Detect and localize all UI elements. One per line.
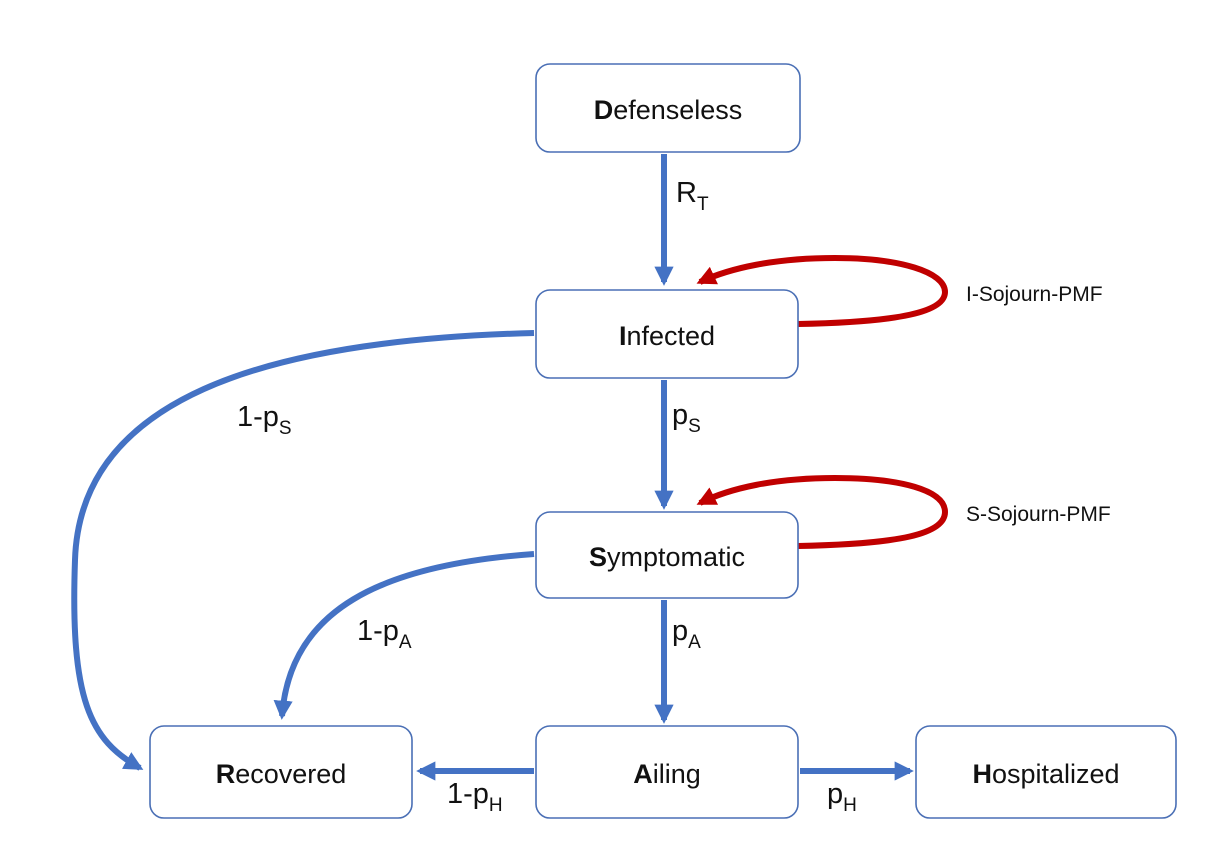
svg-text:Recovered: Recovered [216,759,347,789]
label-i-to-s: pS [672,399,701,437]
svg-text:Hospitalized: Hospitalized [972,759,1119,789]
svg-text:Infected: Infected [619,321,715,351]
node-initial: A [633,759,653,789]
node-hospitalized: Hospitalized [915,725,1177,819]
loop-label-symptomatic: S-Sojourn-PMF [966,503,1111,526]
node-ailing: Ailing [535,725,799,819]
label-a-to-h: pH [827,778,857,816]
node-initial: R [216,759,236,789]
label-s-to-r: 1-pA [357,615,412,653]
label-base: p [672,399,688,431]
node-initial: D [594,95,614,125]
label-subscript: S [688,416,701,437]
node-recovered: Recovered [149,725,413,819]
node-label: ospitalized [992,759,1120,789]
node-defenseless: Defenseless [535,63,801,153]
label-subscript: T [697,194,709,215]
label-d-to-i: RT [676,177,709,215]
loop-label-infected: I-Sojourn-PMF [966,283,1103,306]
label-s-to-a: pA [672,615,701,653]
label-subscript: H [843,795,857,816]
node-label: efenseless [613,95,742,125]
label-base: p [827,778,843,810]
label-a-to-r: 1-pH [447,778,503,816]
label-subscript: A [688,632,701,653]
edge-infected-to-recovered [71,330,535,771]
svg-text:Ailing: Ailing [633,759,701,789]
node-label: ecovered [235,759,346,789]
label-i-to-r: 1-pS [237,401,292,439]
loop-symptomatic-sojourn [696,474,949,549]
label-base: 1-p [237,401,279,433]
label-base: 1-p [447,778,489,810]
edge-symptomatic-to-recovered [273,551,535,720]
label-subscript: H [489,795,503,816]
node-label: ymptomatic [607,542,745,572]
node-initial: H [972,759,992,789]
svg-text:Defenseless: Defenseless [594,95,743,125]
node-initial: S [589,542,607,572]
node-label: nfected [626,321,715,351]
loop-infected-sojourn [696,254,949,327]
node-initial: I [619,321,627,351]
label-subscript: S [279,418,292,439]
node-symptomatic: Symptomatic [535,511,799,599]
label-base: p [672,615,688,647]
label-base: R [676,177,697,209]
node-infected: Infected [535,289,799,379]
node-label: iling [653,759,701,789]
svg-text:Symptomatic: Symptomatic [589,542,745,572]
label-base: 1-p [357,615,399,647]
label-subscript: A [399,632,412,653]
